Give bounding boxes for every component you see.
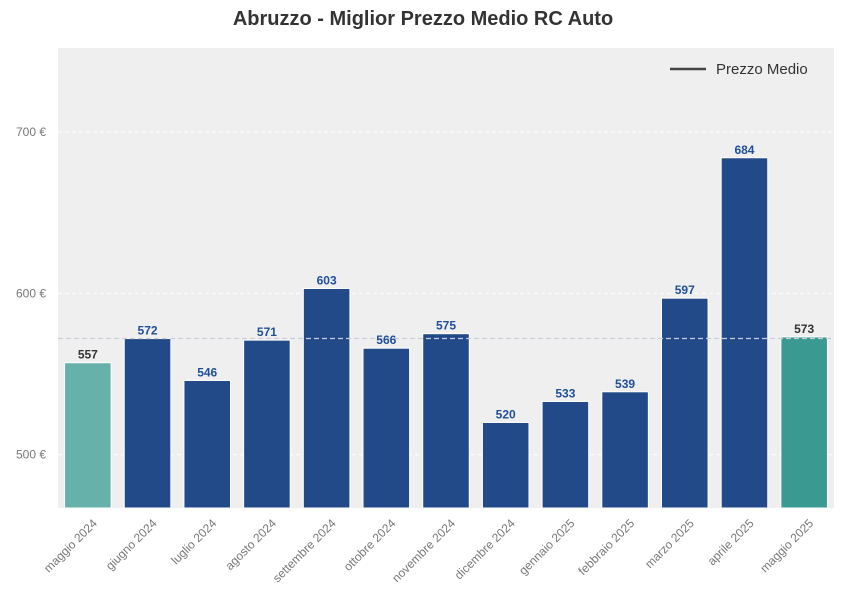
bar [422,333,470,509]
y-tick-label: 500 € [16,448,46,462]
bar-value-label: 520 [496,407,516,421]
bar-value-label: 546 [197,365,217,379]
y-axis: 500 € 600 € 700 € [16,125,46,462]
bar [64,362,112,509]
y-tick-label: 600 € [16,286,46,300]
x-tick-label: marzo 2025 [642,516,697,571]
x-tick-label: ottobre 2024 [341,516,399,574]
x-tick-label: maggio 2024 [41,516,100,575]
bar [481,421,530,509]
x-tick-label: luglio 2024 [168,516,219,567]
bar [243,339,291,509]
bar [362,347,411,509]
bar-value-label: 684 [734,143,754,157]
x-tick-label: gennaio 2025 [516,516,578,578]
bar-value-label: 603 [317,273,337,287]
y-tick-label: 700 € [16,125,46,139]
bar-value-label: 557 [78,348,98,362]
bar [123,338,172,509]
bar [541,400,590,509]
bar-value-label: 571 [257,325,277,339]
x-tick-label: maggio 2025 [757,516,816,575]
x-tick-label: giugno 2024 [103,516,160,573]
x-tick-label: febbraio 2025 [575,516,637,578]
x-tick-label: dicembre 2024 [452,516,518,582]
bar-value-label: 566 [376,333,396,347]
chart-title: Abruzzo - Miglior Prezzo Medio RC Auto [232,8,614,30]
bar [720,157,769,509]
x-tick-label: settembre 2024 [270,516,339,585]
legend: Prezzo Medio [670,61,808,78]
bar [601,391,649,509]
bar-value-label: 573 [794,322,814,336]
bar-value-label: 572 [138,324,158,338]
x-tick-label: novembre 2024 [389,516,458,585]
bar [302,287,351,509]
bars [64,157,828,509]
x-axis: maggio 2024 giugno 2024 luglio 2024 agosto … [41,516,817,585]
legend-label: Prezzo Medio [716,61,808,78]
x-tick-label: aprile 2025 [705,516,757,568]
bar [660,297,709,509]
bar-value-label: 575 [436,319,456,333]
bar [780,336,828,509]
x-tick-label: agosto 2024 [222,516,279,573]
bar-value-label: 539 [615,377,635,391]
bar-value-label: 597 [675,283,695,297]
bar [183,379,232,509]
bar-value-labels: 557 572 546 571 603 566 575 520 533 539 597 684 573 [78,143,815,422]
bar-value-label: 533 [555,386,575,400]
